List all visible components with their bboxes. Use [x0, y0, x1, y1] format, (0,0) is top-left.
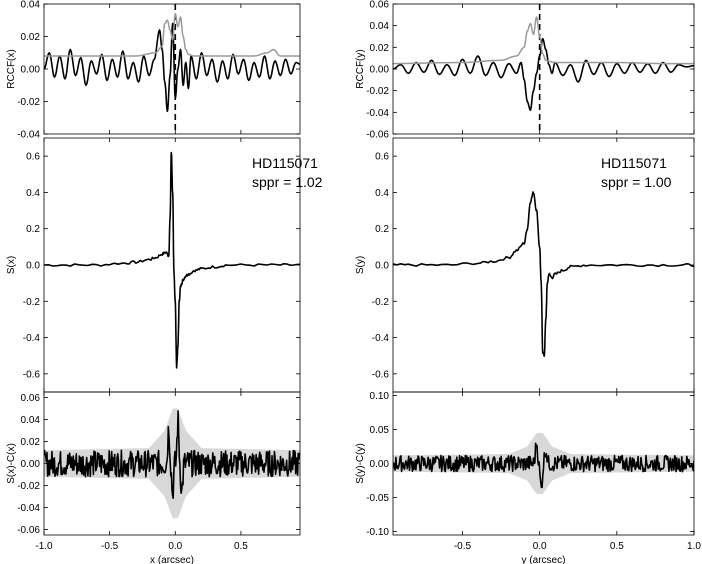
panel-right-top: 0.06 0.04 0.02 0.00 -0.02 -0.04 -0.06 RCCF(y) [355, 0, 695, 141]
plot-area [393, 191, 694, 357]
y-tick-label: -0.2 [372, 297, 390, 308]
series-line-main [393, 191, 694, 357]
y-tick-label: -0.04 [17, 130, 40, 141]
panel-right-bottom: 0.10 0.05 0.00 -0.05 -0.10 -0.5 0.0 0.5 1.0 S(y)-… [355, 391, 701, 564]
y-axis-label: RCCF(x) [6, 49, 17, 88]
y-tick-label: 0.02 [21, 437, 41, 448]
y-tick-label: 0.6 [375, 152, 389, 163]
y-tick-label: 0.00 [370, 459, 390, 470]
y-tick-label: -0.4 [372, 333, 390, 344]
y-tick-label: 0.00 [370, 65, 390, 76]
y-tick-label: -0.04 [366, 108, 389, 119]
y-tick-label: 0.4 [375, 188, 389, 199]
y-tick-label: 0.0 [375, 261, 389, 272]
y-tick-label: 0.04 [21, 0, 41, 11]
x-tick-label: -0.5 [454, 541, 472, 552]
panel-right-middle: 0.6 0.4 0.2 0.0 -0.2 -0.4 -0.6 S(y) HD115071 sppr… [355, 137, 695, 393]
series-line-black [393, 37, 694, 111]
series-line-gray [44, 12, 300, 57]
y-tick-label: 0.04 [370, 21, 390, 32]
y-tick-label: 0.06 [370, 0, 390, 11]
y-tick-label: 0.00 [21, 459, 41, 470]
y-tick-label: 0.0 [26, 261, 40, 272]
y-tick-label: -0.04 [17, 503, 40, 514]
y-tick-label: -0.4 [23, 333, 41, 344]
y-tick-label: 0.4 [26, 188, 40, 199]
x-axis-label: y (arcsec) [522, 555, 566, 564]
plot-area [44, 4, 300, 134]
y-tick-label: 0.06 [21, 393, 41, 404]
x-tick-label: 1.0 [687, 541, 701, 552]
y-tick-label: 0.02 [370, 43, 390, 54]
panel-left-bottom: 0.06 0.04 0.02 0.00 -0.02 -0.04 -0.06 -1.0 -0.5 0… [6, 391, 301, 564]
uncertainty-band [44, 408, 300, 519]
y-tick-label: -0.06 [366, 130, 389, 141]
plot-frame [392, 3, 695, 135]
series-line-gray [393, 16, 694, 65]
plot-area [44, 408, 300, 519]
series-line-main [44, 410, 300, 499]
y-tick-label: 0.00 [21, 65, 41, 76]
y-axis-label: S(y)-C(y) [355, 443, 366, 484]
plot-area [393, 432, 694, 495]
x-tick-label: 0.5 [610, 541, 624, 552]
x-tick-label: -1.0 [35, 541, 53, 552]
y-axis-label: S(x) [6, 256, 17, 274]
y-tick-label: 0.2 [26, 224, 40, 235]
x-tick-label: 0.0 [533, 541, 547, 552]
y-axis-label: S(y) [355, 256, 366, 274]
x-tick-label: 0.5 [234, 541, 248, 552]
panel-left-middle: 0.6 0.4 0.2 0.0 -0.2 -0.4 -0.6 S(x) HD115071 sppr… [6, 137, 323, 393]
x-tick-label: -0.5 [101, 541, 119, 552]
series-line-main [393, 442, 694, 489]
y-tick-label: -0.6 [372, 369, 390, 380]
y-tick-label: -0.6 [23, 369, 41, 380]
y-axis-label: S(x)-C(x) [6, 443, 17, 484]
x-axis-label: x (arcsec) [150, 555, 194, 564]
y-tick-label: -0.06 [17, 525, 40, 536]
y-tick-label: -0.2 [23, 297, 41, 308]
y-tick-label: -0.02 [17, 97, 40, 108]
sppr-label: sppr = 1.00 [601, 174, 672, 190]
plot-area [44, 151, 300, 369]
y-tick-label: -0.05 [366, 493, 389, 504]
y-tick-label: -0.02 [366, 86, 389, 97]
series-line-black [44, 22, 300, 113]
y-axis-label: RCCF(y) [355, 49, 366, 88]
y-tick-label: 0.10 [370, 391, 390, 402]
sppr-label: sppr = 1.02 [252, 174, 323, 190]
y-tick-label: 0.6 [26, 152, 40, 163]
y-tick-label: 0.05 [370, 425, 390, 436]
panel-left-top: 0.04 0.02 0.00 -0.02 -0.04 RCCF(x) [6, 0, 301, 141]
y-tick-label: -0.10 [366, 527, 389, 538]
plot-area [393, 4, 694, 134]
series-line-main [44, 151, 300, 369]
y-tick-label: 0.02 [21, 32, 41, 43]
y-tick-label: 0.2 [375, 224, 389, 235]
x-tick-label: 0.0 [168, 541, 182, 552]
y-tick-label: -0.02 [17, 481, 40, 492]
star-name-label: HD115071 [601, 155, 667, 171]
star-name-label: HD115071 [252, 155, 318, 171]
y-tick-label: 0.04 [21, 415, 41, 426]
